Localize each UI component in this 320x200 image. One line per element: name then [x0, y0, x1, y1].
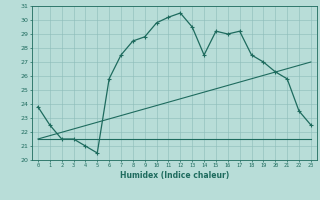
X-axis label: Humidex (Indice chaleur): Humidex (Indice chaleur)	[120, 171, 229, 180]
